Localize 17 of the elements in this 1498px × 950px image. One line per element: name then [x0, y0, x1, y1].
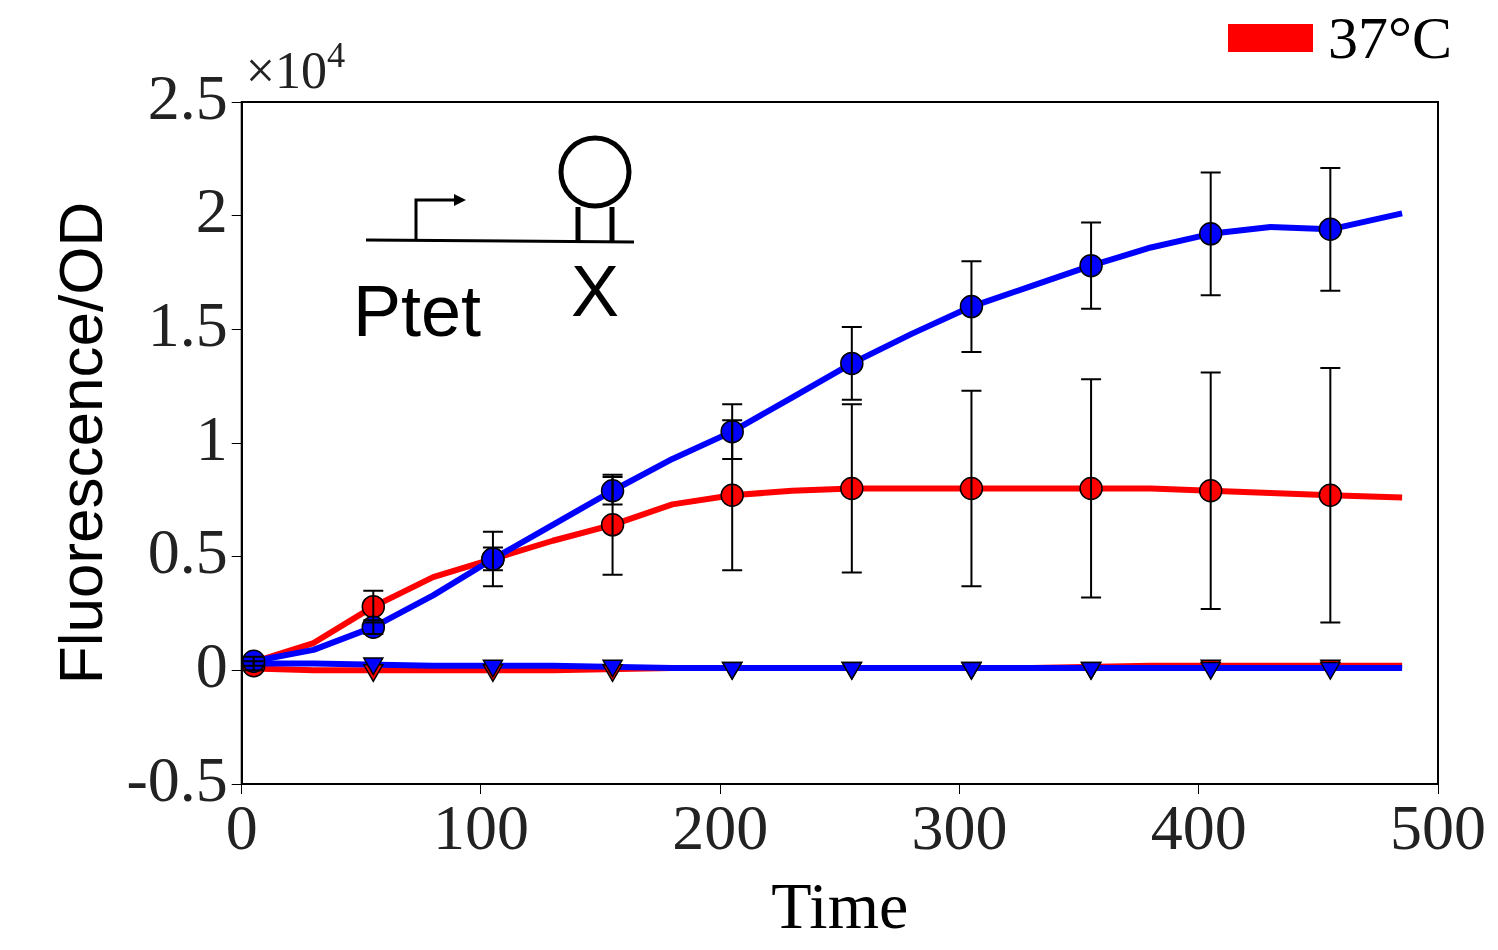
y-tick-label: 0: [195, 630, 228, 702]
legend-label: 37°C: [1328, 4, 1453, 71]
x-tick-label: 500: [1390, 792, 1486, 864]
y-tick-label: 2: [195, 175, 228, 247]
x-tick-label: 100: [432, 792, 529, 864]
y-tick-label: 2.5: [147, 61, 228, 133]
y-tick-label: 1.5: [147, 289, 228, 361]
y-tick-label: -0.5: [126, 743, 228, 815]
y-tick-label: 0.5: [147, 516, 228, 588]
x-tick-label: 300: [911, 792, 1008, 864]
x-axis-title: Time: [771, 868, 909, 942]
annotation: X: [571, 250, 620, 332]
y-tick-label: 1: [195, 402, 228, 474]
annotation: Ptet: [353, 270, 482, 352]
y-axis-title: Fluorescence/OD: [46, 201, 116, 685]
x-tick-label: 200: [672, 792, 769, 864]
x-tick-label: 400: [1150, 792, 1247, 864]
